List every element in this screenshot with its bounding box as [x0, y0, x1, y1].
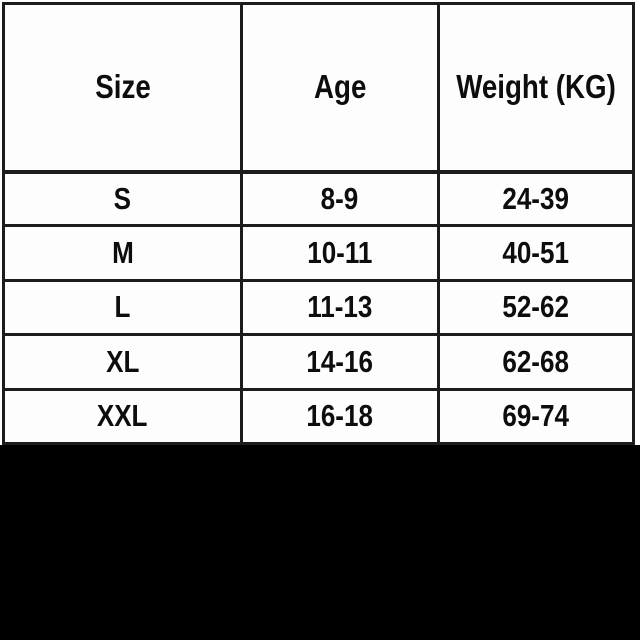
table-row-m: M 10-11 40-51 [1, 224, 636, 282]
column-header-age-label: Age [313, 68, 367, 106]
table-row-xl: XL 14-16 62-68 [1, 333, 636, 391]
cell-text: 16-18 [306, 398, 374, 434]
cell-text: 62-68 [502, 343, 570, 379]
column-header-weight: Weight (KG) [436, 2, 636, 174]
black-footer-band [0, 445, 640, 640]
cell-size-xl: XL [1, 333, 244, 391]
cell-size-m: M [1, 224, 244, 282]
cell-text: L [114, 289, 131, 325]
cell-text: XL [105, 343, 140, 379]
size-chart-table: Size Age Weight (KG) S 8-9 24-39 M 10-11… [1, 2, 636, 446]
cell-age-s: 8-9 [240, 169, 440, 228]
cell-weight-xl: 62-68 [436, 333, 636, 391]
cell-text: 11-13 [307, 289, 373, 325]
size-chart-table-area: Size Age Weight (KG) S 8-9 24-39 M 10-11… [1, 2, 636, 446]
cell-text: M [111, 235, 134, 271]
cell-text: 40-51 [502, 235, 570, 271]
cell-text: 52-62 [502, 289, 570, 325]
cell-text: 24-39 [502, 180, 570, 216]
cell-age-m: 10-11 [240, 224, 440, 282]
column-header-weight-label: Weight (KG) [456, 68, 616, 106]
column-header-size-label: Size [94, 68, 151, 106]
column-header-size: Size [1, 2, 244, 174]
cell-text: S [113, 180, 132, 216]
table-row-s: S 8-9 24-39 [1, 169, 636, 228]
header-row: Size Age Weight (KG) [1, 2, 636, 174]
cell-text: 14-16 [306, 343, 374, 379]
cell-weight-s: 24-39 [436, 169, 636, 228]
cell-text: 10-11 [307, 235, 373, 271]
cell-size-xxl: XXL [1, 387, 244, 446]
cell-size-s: S [1, 169, 244, 228]
table-row-l: L 11-13 52-62 [1, 278, 636, 337]
cell-age-l: 11-13 [240, 278, 440, 337]
column-header-age: Age [240, 2, 440, 174]
cell-age-xl: 14-16 [240, 333, 440, 391]
cell-text: 69-74 [502, 398, 570, 434]
cell-text: XXL [97, 398, 148, 434]
cell-size-l: L [1, 278, 244, 337]
cell-weight-l: 52-62 [436, 278, 636, 337]
cell-age-xxl: 16-18 [240, 387, 440, 446]
table-row-xxl: XXL 16-18 69-74 [1, 387, 636, 446]
cell-weight-xxl: 69-74 [436, 387, 636, 446]
cell-weight-m: 40-51 [436, 224, 636, 282]
cell-text: 8-9 [321, 180, 359, 216]
